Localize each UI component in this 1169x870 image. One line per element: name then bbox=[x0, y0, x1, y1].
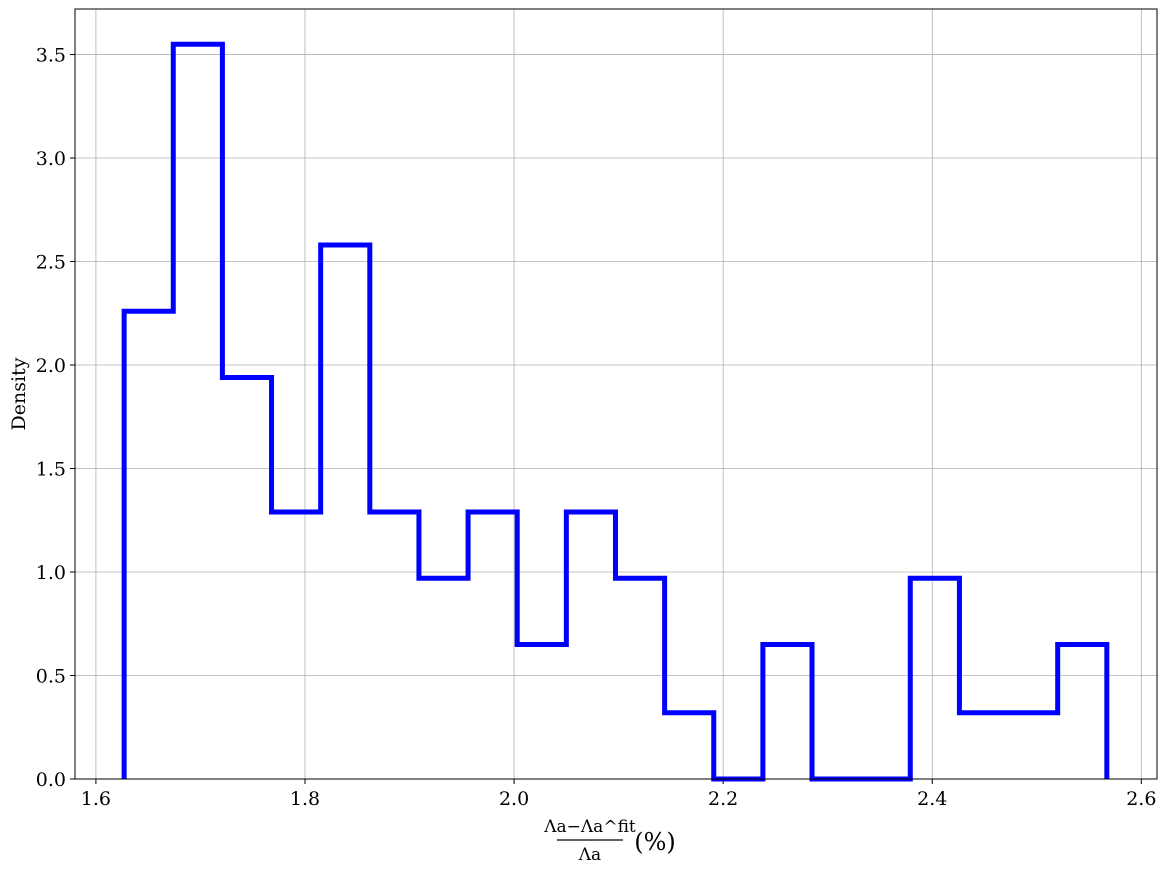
y-tick-label: 2.5 bbox=[36, 252, 66, 274]
x-axis-label: Λa−Λa^fit Λa (%) bbox=[543, 817, 676, 865]
y-axis-label: Density bbox=[8, 357, 30, 430]
y-tick-label: 2.0 bbox=[36, 355, 66, 377]
grid-lines bbox=[75, 9, 1157, 780]
y-tick-label: 3.5 bbox=[36, 45, 66, 67]
x-axis-ticks: 1.6 1.8 2.0 2.2 2.4 2.6 bbox=[81, 779, 1156, 810]
x-axis-label-numerator: Λa−Λa^fit bbox=[543, 817, 636, 837]
x-tick-label: 1.8 bbox=[290, 788, 320, 810]
x-tick-label: 2.0 bbox=[499, 788, 529, 810]
x-axis-label-unit: (%) bbox=[634, 828, 676, 856]
x-tick-label: 1.6 bbox=[81, 788, 111, 810]
y-tick-label: 0.5 bbox=[36, 666, 66, 688]
x-tick-label: 2.6 bbox=[1126, 788, 1156, 810]
histogram-step-layer bbox=[121, 41, 1110, 782]
y-tick-label: 0.0 bbox=[36, 769, 66, 791]
y-tick-label: 1.0 bbox=[36, 562, 66, 584]
plot-frame bbox=[74, 8, 1158, 780]
y-axis-ticks: 0.0 0.5 1.0 1.5 2.0 2.5 3.0 3.5 bbox=[36, 45, 75, 791]
x-tick-label: 2.2 bbox=[708, 788, 738, 810]
histogram-step-series bbox=[121, 41, 1110, 782]
x-axis-label-denominator: Λa bbox=[578, 845, 601, 865]
x-tick-label: 2.4 bbox=[917, 788, 947, 810]
y-tick-label: 3.0 bbox=[36, 148, 66, 170]
y-tick-label: 1.5 bbox=[36, 459, 66, 481]
